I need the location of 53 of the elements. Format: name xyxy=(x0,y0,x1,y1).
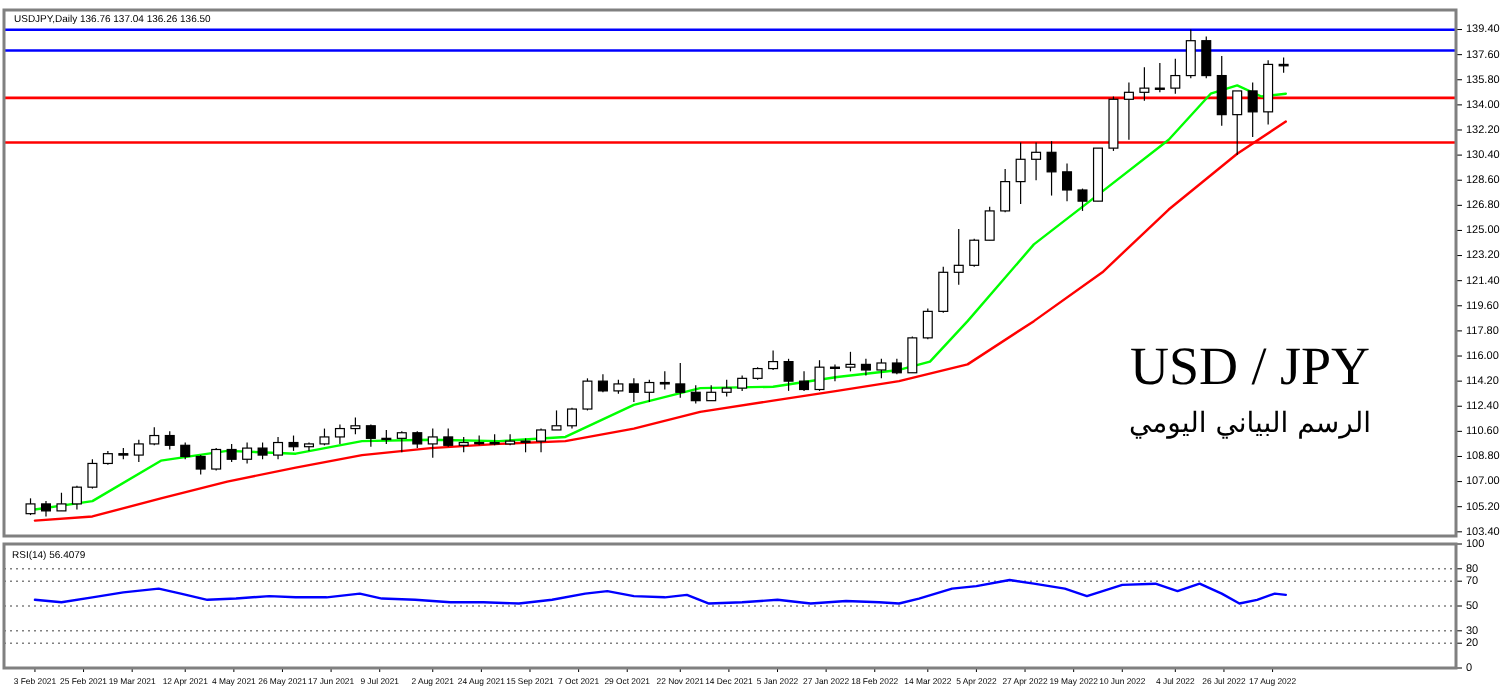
candlestick xyxy=(226,443,237,463)
candlestick xyxy=(551,409,562,431)
candlestick xyxy=(690,384,701,405)
candlestick xyxy=(195,454,206,476)
candlestick xyxy=(938,266,949,314)
candlestick xyxy=(396,430,407,453)
text: USD / JPY xyxy=(1129,336,1371,396)
candlestick xyxy=(628,377,639,403)
candlestick xyxy=(969,238,980,268)
candlestick xyxy=(164,430,175,451)
candlestick xyxy=(334,423,345,445)
candlestick xyxy=(922,307,933,340)
candlestick xyxy=(1123,81,1134,141)
candlestick xyxy=(505,433,516,446)
candlestick xyxy=(1263,59,1274,126)
candlestick xyxy=(133,439,144,463)
candlestick xyxy=(443,427,454,448)
candlestick xyxy=(273,436,284,460)
candlestick xyxy=(1154,62,1165,93)
candlestick xyxy=(1201,35,1212,79)
candlestick xyxy=(1216,55,1227,127)
candlestick xyxy=(1062,162,1073,202)
candlestick xyxy=(1170,58,1181,95)
candlestick xyxy=(783,358,794,392)
candlestick xyxy=(87,458,98,490)
candlestick xyxy=(71,485,82,511)
candlestick xyxy=(644,379,655,403)
candlestick xyxy=(1031,141,1042,181)
candlestick xyxy=(242,441,253,465)
candlestick xyxy=(1139,66,1150,102)
candlestick xyxy=(365,423,376,448)
line-series xyxy=(33,578,1288,605)
candlestick xyxy=(953,228,964,286)
candlestick xyxy=(659,370,670,391)
candlestick xyxy=(845,351,856,372)
candlestick xyxy=(1015,141,1026,205)
candlestick xyxy=(876,358,887,379)
candlestick xyxy=(814,359,825,392)
candlestick xyxy=(427,427,438,459)
candlestick xyxy=(1000,168,1011,213)
candlestick xyxy=(582,377,593,412)
candlestick xyxy=(907,335,918,374)
candlestick xyxy=(860,358,871,377)
candlestick xyxy=(1247,81,1258,138)
candlestick xyxy=(768,349,779,371)
text: الرسم البياني اليومي xyxy=(1128,408,1372,440)
candlestick xyxy=(984,206,995,241)
candlestick xyxy=(675,362,686,399)
candlestick xyxy=(56,492,67,512)
candlestick xyxy=(1046,140,1057,197)
candlestick xyxy=(1185,28,1196,79)
candlestick xyxy=(799,370,810,392)
candlestick xyxy=(1232,90,1243,156)
